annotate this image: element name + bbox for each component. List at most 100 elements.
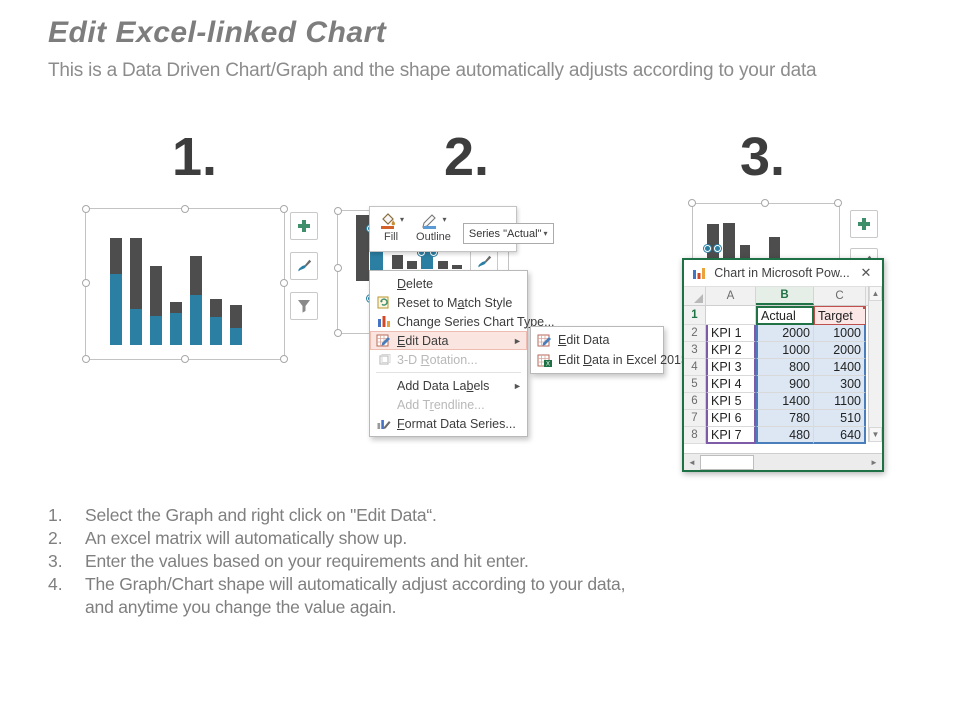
- menu-item-label: Delete: [397, 276, 434, 291]
- page-subtitle: This is a Data Driven Chart/Graph and th…: [48, 60, 817, 81]
- chart-elements-button[interactable]: [850, 210, 878, 238]
- resize-handle[interactable]: [334, 207, 342, 215]
- menu-item-label: Reset to Match Style: [397, 295, 513, 310]
- cell-B2[interactable]: 2000: [756, 325, 814, 342]
- cell-A3[interactable]: KPI 2: [706, 342, 756, 359]
- vertical-scrollbar[interactable]: ▲ ▼: [868, 286, 882, 442]
- row-header-8[interactable]: 8: [684, 427, 706, 444]
- resize-handle[interactable]: [82, 279, 90, 287]
- instruction-text: The Graph/Chart shape will automatically…: [85, 574, 626, 617]
- cell-A2[interactable]: KPI 1: [706, 325, 756, 342]
- resize-handle[interactable]: [280, 355, 288, 363]
- outline-control[interactable]: ▾ Outline: [416, 211, 451, 249]
- fill-label: Fill: [383, 231, 399, 243]
- cell-B6[interactable]: 1400: [756, 393, 814, 410]
- row-header-5[interactable]: 5: [684, 376, 706, 393]
- row-header-2[interactable]: 2: [684, 325, 706, 342]
- resize-handle[interactable]: [82, 355, 90, 363]
- column-header-b[interactable]: B: [756, 287, 814, 305]
- resize-handle[interactable]: [761, 199, 769, 207]
- select-all-corner[interactable]: [684, 287, 706, 305]
- column-header-c[interactable]: C: [814, 287, 866, 305]
- instruction-item-2: 2. An excel matrix will automatically sho…: [48, 527, 728, 550]
- resize-handle[interactable]: [334, 329, 342, 337]
- scroll-right-icon[interactable]: ►: [870, 457, 878, 467]
- menu-item-reset-to-match-style[interactable]: Reset to Match Style: [370, 293, 527, 312]
- resize-handle[interactable]: [181, 205, 189, 213]
- cell-B8[interactable]: 480: [756, 427, 814, 444]
- excel-title-bar[interactable]: Chart in Microsoft Pow... ✕: [684, 260, 882, 287]
- cell-C8[interactable]: 640: [814, 427, 866, 444]
- cell-B7[interactable]: 780: [756, 410, 814, 427]
- excel-row-4: 4 KPI 3 800 1400: [684, 359, 882, 376]
- edit-data-icon: [370, 333, 397, 348]
- excel-row-6: 6 KPI 5 1400 1100: [684, 393, 882, 410]
- resize-handle[interactable]: [82, 205, 90, 213]
- submenu-item-edit-data-in-excel-2013[interactable]: X Edit Data in Excel 2013: [531, 350, 688, 370]
- scroll-left-icon[interactable]: ◄: [688, 457, 696, 467]
- cell-C1[interactable]: Target: [814, 306, 866, 325]
- cell-C4[interactable]: 1400: [814, 359, 866, 376]
- cell-A8[interactable]: KPI 7: [706, 427, 756, 444]
- resize-handle[interactable]: [280, 205, 288, 213]
- menu-item-format-data-series[interactable]: Format Data Series...: [370, 414, 527, 433]
- row-header-7[interactable]: 7: [684, 410, 706, 427]
- cell-C6[interactable]: 1100: [814, 393, 866, 410]
- row-header-1[interactable]: 1: [684, 306, 706, 325]
- resize-handle[interactable]: [334, 264, 342, 272]
- cell-B5[interactable]: 900: [756, 376, 814, 393]
- series-selector-dropdown[interactable]: Series "Actual" ▾: [462, 223, 554, 244]
- cell-B3[interactable]: 1000: [756, 342, 814, 359]
- cell-A4[interactable]: KPI 3: [706, 359, 756, 376]
- scroll-up-icon[interactable]: ▲: [869, 286, 882, 301]
- cell-C5[interactable]: 300: [814, 376, 866, 393]
- resize-handle[interactable]: [181, 355, 189, 363]
- step3-chart[interactable]: [692, 203, 840, 259]
- scroll-down-icon[interactable]: ▼: [869, 427, 882, 442]
- dropdown-caret-icon: ▾: [400, 215, 405, 224]
- bar-target: [407, 261, 417, 269]
- cell-A1[interactable]: [706, 306, 756, 325]
- cell-C3[interactable]: 2000: [814, 342, 866, 359]
- row-header-4[interactable]: 4: [684, 359, 706, 376]
- cell-A5[interactable]: KPI 4: [706, 376, 756, 393]
- cell-C2[interactable]: 1000: [814, 325, 866, 342]
- horizontal-scrollbar[interactable]: ◄ ►: [684, 453, 882, 470]
- step1-chart[interactable]: [82, 205, 288, 363]
- row-header-3[interactable]: 3: [684, 342, 706, 359]
- horizontal-scroll-thumb[interactable]: [700, 454, 754, 470]
- cell-B4[interactable]: 800: [756, 359, 814, 376]
- menu-item-label: 3-D Rotation...: [397, 352, 478, 367]
- series-selector-value: Series "Actual": [468, 227, 542, 240]
- bar-target: [769, 237, 780, 259]
- vertical-scroll-track[interactable]: [869, 301, 882, 427]
- column-header-a[interactable]: A: [706, 287, 756, 305]
- cell-C7[interactable]: 510: [814, 410, 866, 427]
- page-title: Edit Excel-linked Chart: [48, 16, 387, 49]
- cell-A6[interactable]: KPI 5: [706, 393, 756, 410]
- menu-item-edit-data[interactable]: Edit Data ►: [370, 331, 527, 350]
- menu-item-delete[interactable]: Delete: [370, 274, 527, 293]
- stacked-bar-chart: [110, 233, 242, 345]
- fill-control[interactable]: ▾ Fill: [378, 211, 404, 249]
- chart-filters-button[interactable]: [290, 292, 318, 320]
- close-icon[interactable]: ✕: [860, 265, 872, 280]
- chart-elements-button[interactable]: [290, 212, 318, 240]
- resize-handle[interactable]: [688, 199, 696, 207]
- submenu-item-edit-data[interactable]: Edit Data: [531, 330, 663, 350]
- cell-B1[interactable]: Actual: [756, 306, 814, 325]
- outline-label: Outline: [416, 231, 451, 243]
- menu-item-add-data-labels[interactable]: Add Data Labels ►: [370, 376, 527, 395]
- resize-handle[interactable]: [834, 199, 842, 207]
- cell-A7[interactable]: KPI 6: [706, 410, 756, 427]
- chart-styles-button[interactable]: [290, 252, 318, 280]
- menu-item-change-series-chart-type[interactable]: Change Series Chart Type...: [370, 312, 555, 331]
- row-header-6[interactable]: 6: [684, 393, 706, 410]
- resize-handle[interactable]: [280, 279, 288, 287]
- dropdown-caret-icon: ▾: [442, 215, 447, 224]
- menu-item-label: Edit Data: [397, 333, 449, 348]
- bar-target: [707, 224, 719, 259]
- excel-chart-icon: [693, 268, 705, 279]
- menu-item-add-trendline: Add Trendline...: [370, 395, 527, 414]
